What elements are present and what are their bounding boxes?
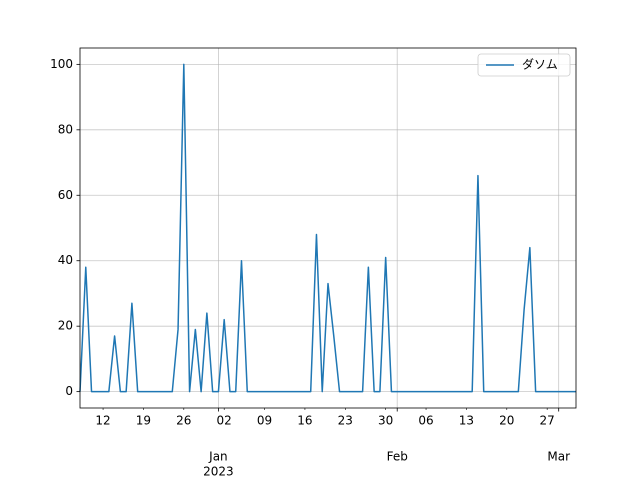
x-major-tick-label: Mar <box>547 450 570 464</box>
x-major-tick-label: Jan <box>208 450 228 464</box>
y-tick-label: 40 <box>58 253 73 267</box>
x-tick-label: 23 <box>338 414 353 428</box>
ticks: 0 20 40 60 80 100 12 19 26 02 09 16 23 30 06 13 20 27 Jan2… <box>50 57 570 479</box>
x-tick-label: 20 <box>499 414 514 428</box>
axes-frame <box>79 47 577 409</box>
x-tick-label: 06 <box>418 414 433 428</box>
x-tick-label: 19 <box>136 414 151 428</box>
x-tick-label: 30 <box>378 414 393 428</box>
x-tick-label: 13 <box>459 414 474 428</box>
y-tick-label: 0 <box>65 384 73 398</box>
legend: ダソム <box>477 53 571 77</box>
x-tick-label: 02 <box>217 414 232 428</box>
x-offset-label: 2023 <box>203 465 234 479</box>
y-tick-label: 80 <box>58 122 73 136</box>
x-tick-label: 12 <box>95 414 110 428</box>
y-tick-label: 100 <box>50 57 73 71</box>
x-tick-label: 09 <box>257 414 272 428</box>
y-tick-label: 60 <box>58 188 73 202</box>
legend-box <box>477 53 571 77</box>
plot-area <box>79 63 576 393</box>
y-tick-label: 20 <box>58 319 73 333</box>
line-series <box>79 63 576 393</box>
x-tick-label: 16 <box>297 414 312 428</box>
x-tick-label: 27 <box>540 414 555 428</box>
legend-label: ダソム <box>522 57 558 72</box>
x-tick-label: 26 <box>176 414 191 428</box>
x-major-tick-label: Feb <box>387 450 408 464</box>
